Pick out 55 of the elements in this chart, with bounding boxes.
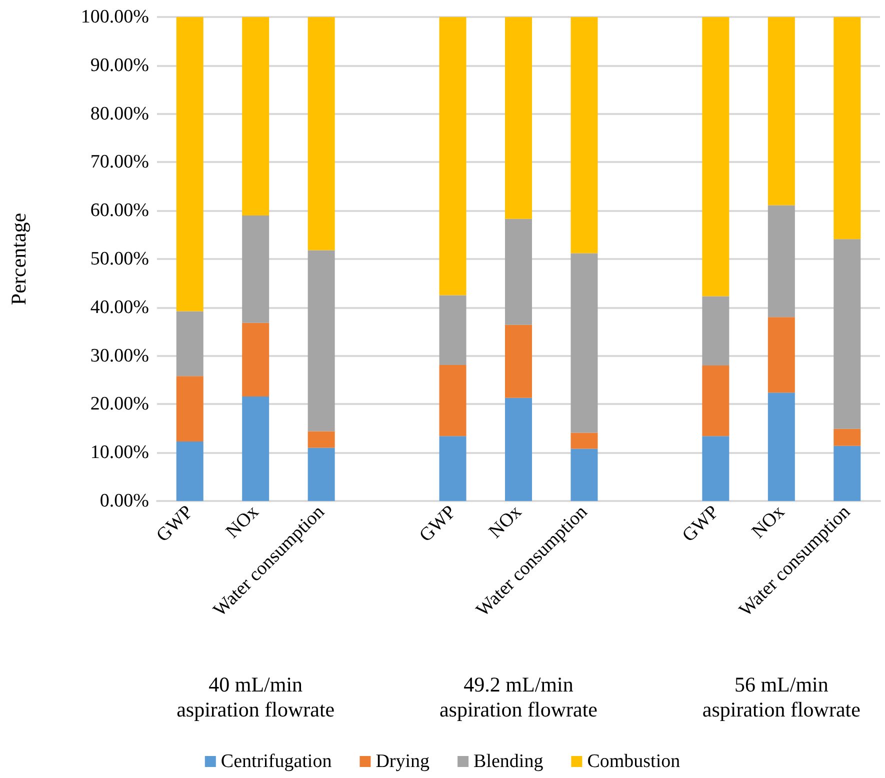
y-tick-label: 70.00% bbox=[90, 152, 150, 173]
y-tick-label: 40.00% bbox=[90, 296, 150, 318]
bar bbox=[702, 436, 730, 501]
bar bbox=[176, 376, 204, 442]
bar bbox=[439, 436, 466, 501]
bar bbox=[702, 365, 730, 436]
y-tick-label: 20.00% bbox=[90, 394, 150, 415]
y-tick-label: 0.00% bbox=[100, 490, 150, 512]
bar bbox=[768, 17, 795, 206]
bar bbox=[176, 441, 204, 501]
y-tick-label: 80.00% bbox=[90, 103, 150, 124]
bar bbox=[834, 17, 861, 240]
bar bbox=[242, 396, 270, 501]
bar bbox=[570, 17, 598, 254]
bar bbox=[834, 428, 861, 446]
text: 40 mL/min aspiration flowrate bbox=[176, 672, 335, 722]
bar bbox=[242, 322, 270, 396]
bar bbox=[834, 446, 861, 501]
bar bbox=[505, 218, 532, 325]
text: 49.2 mL/min aspiration flowrate bbox=[439, 672, 598, 722]
legend-label: Combustion bbox=[587, 751, 681, 772]
bar bbox=[505, 17, 532, 219]
bar bbox=[570, 432, 598, 449]
bar bbox=[834, 239, 861, 429]
y-tick-label: 90.00% bbox=[90, 54, 150, 76]
bar bbox=[439, 364, 466, 436]
bar bbox=[308, 431, 335, 448]
bar bbox=[505, 324, 532, 398]
bar bbox=[768, 392, 795, 501]
bar bbox=[768, 205, 795, 318]
text: 56 mL/min aspiration flowrate bbox=[702, 672, 860, 722]
legend-label: Centrifugation bbox=[220, 751, 332, 772]
bar bbox=[176, 17, 204, 312]
y-tick-label: 50.00% bbox=[90, 248, 150, 270]
bar bbox=[570, 253, 598, 433]
bar bbox=[176, 311, 204, 376]
y-tick-label: 60.00% bbox=[90, 200, 150, 222]
bar bbox=[242, 215, 270, 323]
bar bbox=[308, 250, 335, 432]
bar bbox=[570, 448, 598, 501]
bar bbox=[308, 17, 335, 250]
bar bbox=[702, 296, 730, 366]
y-tick-label: 10.00% bbox=[90, 442, 150, 464]
bar bbox=[242, 17, 270, 216]
y-tick-label: 100.00% bbox=[80, 6, 150, 28]
legend-label: Drying bbox=[376, 751, 430, 772]
bar bbox=[702, 17, 730, 296]
bar bbox=[505, 398, 532, 501]
legend-label: Blending bbox=[474, 751, 544, 772]
bar bbox=[439, 295, 466, 365]
y-axis-title: Percentage bbox=[6, 212, 30, 306]
bar bbox=[439, 17, 466, 296]
bar bbox=[308, 448, 335, 501]
bar bbox=[768, 317, 795, 393]
y-tick-label: 30.00% bbox=[90, 345, 150, 366]
